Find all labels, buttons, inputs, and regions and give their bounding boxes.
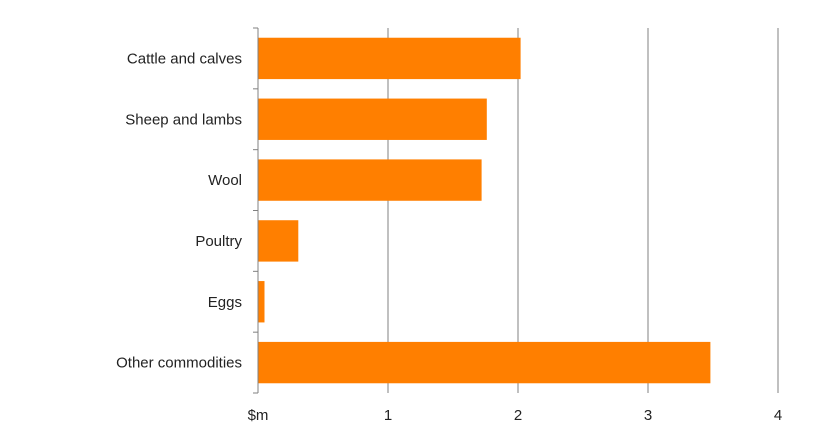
bar-5 — [258, 341, 711, 384]
y-axis — [253, 27, 259, 394]
x-tick-label-4: 4 — [774, 407, 782, 424]
bar-1 — [258, 98, 487, 140]
category-label-0: Cattle and calves — [127, 50, 242, 67]
x-tick-label-1: 1 — [384, 407, 392, 424]
x-tick-labels: $m 1 2 3 4 — [248, 407, 783, 424]
category-label-2: Wool — [208, 172, 242, 189]
category-label-5: Other commodities — [116, 355, 242, 372]
x-tick-label-3: 3 — [644, 407, 652, 424]
bar-3 — [258, 220, 299, 262]
bar-2 — [258, 159, 482, 201]
category-label-3: Poultry — [195, 233, 242, 250]
bar-0 — [258, 37, 521, 80]
category-label-4: Eggs — [208, 294, 242, 311]
bars — [258, 37, 711, 384]
x-tick-label-2: 2 — [514, 407, 522, 424]
category-label-1: Sheep and lambs — [125, 111, 242, 128]
category-labels: Cattle and calves Sheep and lambs Wool Poul… — [116, 50, 242, 371]
gridlines — [387, 28, 779, 393]
bar-4 — [258, 281, 265, 323]
x-tick-label-0: $m — [248, 407, 269, 424]
